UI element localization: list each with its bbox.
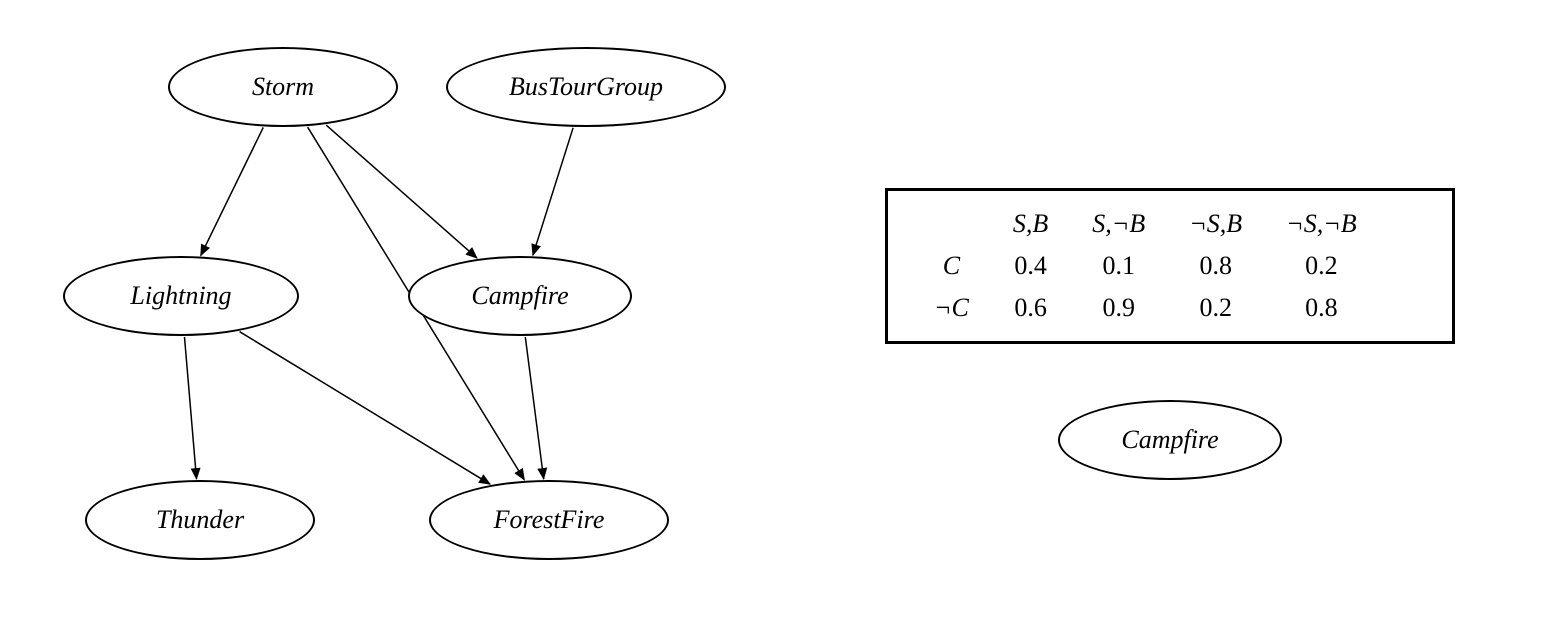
cpt-col-header: ¬S,B bbox=[1167, 203, 1264, 245]
cpt-cell: 0.8 bbox=[1167, 245, 1264, 287]
edge-bustourgroup-campfire bbox=[533, 128, 573, 255]
cpt-row-label: ¬C bbox=[912, 287, 991, 329]
node-label: Lightning bbox=[130, 281, 231, 311]
cpt-attached-node-label: Campfire bbox=[1121, 425, 1218, 455]
node-label: Storm bbox=[252, 72, 314, 102]
cpt-row: C0.40.10.80.2 bbox=[912, 245, 1379, 287]
cpt-body: C0.40.10.80.2¬C0.60.90.20.8 bbox=[912, 245, 1379, 329]
cpt-header-row: S,BS,¬B¬S,B¬S,¬B bbox=[912, 203, 1379, 245]
cpt-cell: 0.9 bbox=[1070, 287, 1167, 329]
cpt-cell: 0.6 bbox=[991, 287, 1070, 329]
node-campfire: Campfire bbox=[408, 256, 632, 336]
cpt-row: ¬C0.60.90.20.8 bbox=[912, 287, 1379, 329]
node-label: BusTourGroup bbox=[509, 72, 663, 102]
cpt-row-label: C bbox=[912, 245, 991, 287]
edge-storm-campfire bbox=[326, 125, 477, 258]
cpt-table-box: S,BS,¬B¬S,B¬S,¬B C0.40.10.80.2¬C0.60.90.… bbox=[885, 188, 1455, 344]
cpt-table: S,BS,¬B¬S,B¬S,¬B C0.40.10.80.2¬C0.60.90.… bbox=[912, 203, 1379, 329]
node-lightning: Lightning bbox=[63, 256, 299, 336]
cpt-col-header: ¬S,¬B bbox=[1264, 203, 1378, 245]
cpt-cell: 0.2 bbox=[1264, 245, 1378, 287]
cpt-col-header: S,¬B bbox=[1070, 203, 1167, 245]
cpt-cell: 0.2 bbox=[1167, 287, 1264, 329]
node-label: Campfire bbox=[471, 281, 568, 311]
cpt-col-header bbox=[912, 203, 991, 245]
diagram-root: Storm BusTourGroup Lightning Campfire Thunde… bbox=[0, 0, 1544, 621]
node-label: Thunder bbox=[156, 505, 244, 535]
edge-campfire-forestfire bbox=[525, 337, 543, 479]
node-thunder: Thunder bbox=[85, 480, 315, 560]
node-bustourgroup: BusTourGroup bbox=[446, 47, 726, 127]
cpt-cell: 0.1 bbox=[1070, 245, 1167, 287]
edge-storm-lightning bbox=[201, 127, 264, 255]
cpt-cell: 0.4 bbox=[991, 245, 1070, 287]
node-storm: Storm bbox=[168, 47, 398, 127]
cpt-col-header: S,B bbox=[991, 203, 1070, 245]
cpt-cell: 0.8 bbox=[1264, 287, 1378, 329]
edge-lightning-forestfire bbox=[240, 332, 491, 484]
node-label: ForestFire bbox=[494, 505, 605, 535]
edge-lightning-thunder bbox=[184, 337, 196, 479]
cpt-attached-node-campfire: Campfire bbox=[1058, 400, 1282, 480]
node-forestfire: ForestFire bbox=[429, 480, 669, 560]
